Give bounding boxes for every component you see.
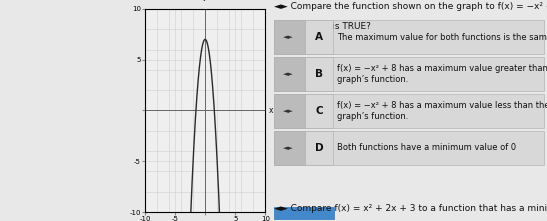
Text: statement is TRUE?: statement is TRUE? <box>274 22 370 31</box>
Text: ◄►: ◄► <box>283 145 294 151</box>
Text: B: B <box>315 69 323 79</box>
Text: x: x <box>268 106 273 115</box>
Text: ◄► Compare the function shown on the graph to f(x) = −x² + 8. Which: ◄► Compare the function shown on the gra… <box>274 2 547 11</box>
FancyBboxPatch shape <box>274 131 305 165</box>
FancyBboxPatch shape <box>305 57 333 91</box>
FancyBboxPatch shape <box>274 57 544 91</box>
FancyBboxPatch shape <box>274 57 305 91</box>
Text: A: A <box>315 32 323 42</box>
FancyBboxPatch shape <box>274 131 544 165</box>
Text: ◄► Compare f(x) = x² + 2x + 3 to a function that has a minimum value: ◄► Compare f(x) = x² + 2x + 3 to a funct… <box>274 204 547 213</box>
FancyBboxPatch shape <box>274 207 334 219</box>
FancyBboxPatch shape <box>274 94 544 128</box>
FancyBboxPatch shape <box>274 20 305 54</box>
Text: f(x) = −x² + 8 has a maximum value less than the
graph’s function.: f(x) = −x² + 8 has a maximum value less … <box>337 101 547 121</box>
Text: D: D <box>315 143 323 153</box>
Text: y: y <box>203 0 207 1</box>
FancyBboxPatch shape <box>305 20 333 54</box>
Text: ◄►: ◄► <box>283 34 294 40</box>
FancyBboxPatch shape <box>274 94 305 128</box>
Text: C: C <box>315 106 323 116</box>
FancyBboxPatch shape <box>274 20 544 54</box>
FancyBboxPatch shape <box>305 131 333 165</box>
FancyBboxPatch shape <box>305 94 333 128</box>
Text: Both functions have a minimum value of 0: Both functions have a minimum value of 0 <box>337 143 516 152</box>
Text: ◄►: ◄► <box>283 108 294 114</box>
Text: ◄►: ◄► <box>283 71 294 77</box>
Text: The maximum value for both functions is the same.: The maximum value for both functions is … <box>337 32 547 42</box>
Text: f(x) = −x² + 8 has a maximum value greater than the
graph’s function.: f(x) = −x² + 8 has a maximum value great… <box>337 64 547 84</box>
